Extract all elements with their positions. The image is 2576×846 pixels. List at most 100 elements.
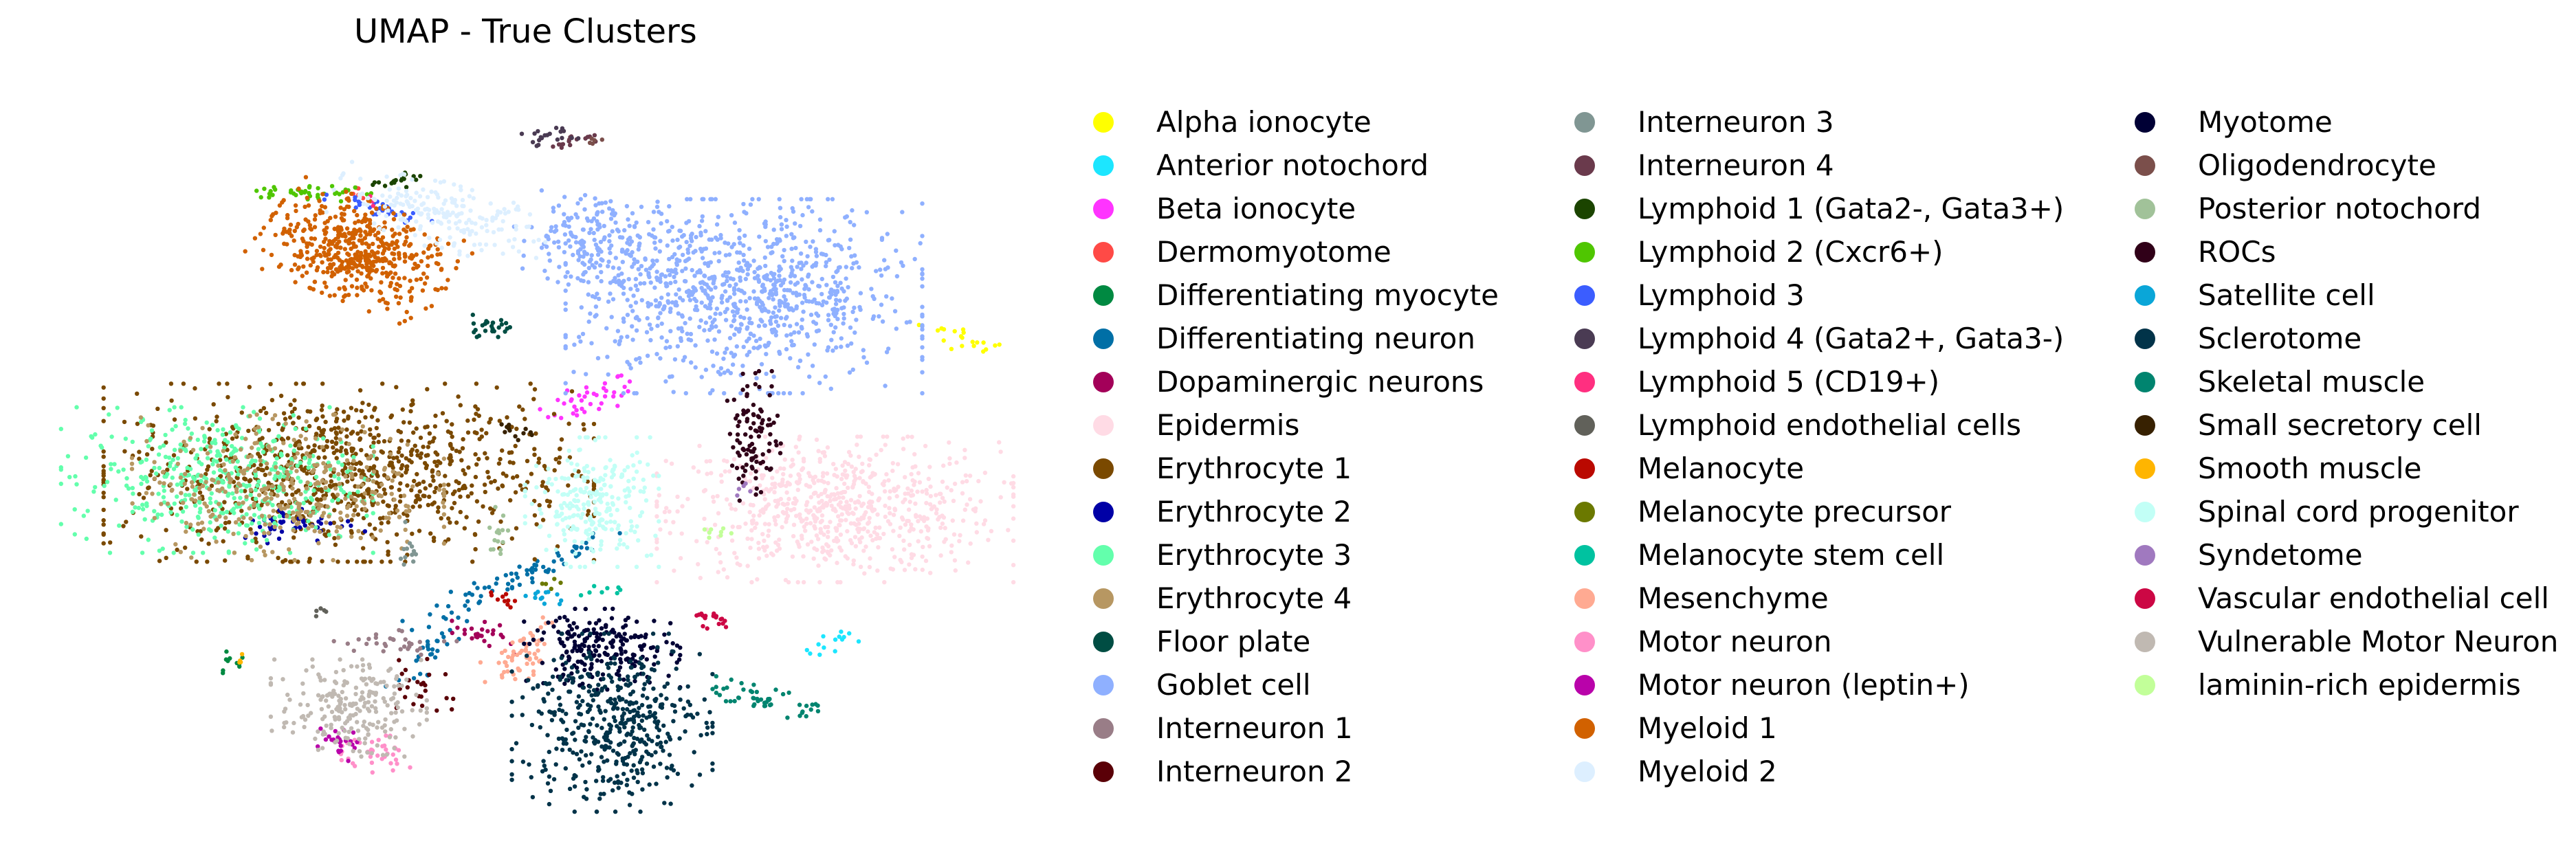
scatter-point	[278, 520, 283, 524]
scatter-point	[644, 657, 649, 662]
scatter-point	[545, 276, 550, 281]
scatter-point	[940, 513, 945, 518]
scatter-point	[454, 448, 459, 454]
scatter-point	[374, 456, 379, 461]
scatter-point	[254, 412, 259, 417]
scatter-point	[463, 471, 467, 476]
scatter-point	[482, 619, 487, 625]
scatter-point	[223, 432, 228, 436]
scatter-point	[358, 535, 363, 540]
scatter-point	[437, 210, 441, 215]
scatter-point	[610, 229, 615, 234]
scatter-point	[385, 475, 390, 480]
scatter-point	[345, 251, 350, 256]
scatter-point	[232, 550, 237, 555]
scatter-point	[252, 501, 256, 506]
scatter-point	[502, 599, 507, 603]
scatter-point	[767, 296, 771, 300]
scatter-point	[314, 249, 320, 254]
scatter-point	[737, 326, 742, 331]
scatter-point	[410, 401, 415, 407]
scatter-point	[257, 416, 263, 421]
scatter-point	[320, 192, 325, 197]
scatter-point	[185, 487, 190, 491]
scatter-point	[351, 513, 356, 517]
scatter-point	[275, 470, 280, 476]
scatter-point	[738, 314, 743, 320]
scatter-point	[373, 259, 379, 264]
scatter-point	[328, 521, 333, 526]
scatter-point	[336, 535, 341, 540]
series-goblet-cell	[511, 188, 925, 396]
scatter-point	[824, 542, 829, 547]
scatter-point	[584, 540, 588, 546]
scatter-point	[459, 458, 464, 463]
scatter-point	[659, 221, 663, 226]
scatter-point	[1011, 516, 1016, 521]
scatter-point	[551, 559, 556, 564]
scatter-point	[604, 326, 609, 331]
scatter-point	[593, 196, 597, 201]
scatter-point	[643, 267, 649, 272]
scatter-point	[321, 460, 326, 466]
scatter-point	[101, 477, 106, 482]
scatter-point	[278, 393, 284, 399]
scatter-point	[199, 520, 205, 525]
scatter-point	[619, 283, 624, 289]
scatter-point	[443, 474, 448, 478]
scatter-point	[531, 672, 536, 677]
scatter-point	[89, 434, 93, 439]
scatter-point	[610, 265, 616, 270]
scatter-point	[345, 519, 351, 524]
scatter-point	[438, 483, 443, 488]
scatter-point	[316, 186, 320, 191]
scatter-point	[489, 480, 494, 485]
scatter-point	[588, 311, 593, 316]
scatter-point	[421, 250, 426, 255]
scatter-point	[298, 254, 303, 259]
scatter-point	[768, 318, 773, 324]
scatter-point	[784, 224, 789, 229]
scatter-point	[376, 180, 382, 185]
scatter-point	[197, 496, 202, 500]
scatter-point	[625, 334, 630, 339]
scatter-point	[337, 482, 342, 487]
scatter-point	[341, 410, 346, 414]
scatter-point	[938, 500, 943, 505]
scatter-point	[817, 227, 823, 233]
scatter-point	[595, 252, 601, 257]
scatter-point	[417, 481, 421, 486]
scatter-point	[920, 391, 925, 396]
scatter-point	[137, 456, 142, 461]
scatter-point	[386, 549, 390, 554]
scatter-point	[759, 361, 764, 367]
scatter-point	[184, 529, 188, 534]
scatter-point	[958, 533, 962, 537]
scatter-point	[253, 458, 258, 463]
scatter-point	[456, 394, 461, 399]
scatter-point	[952, 558, 958, 563]
scatter-point	[527, 212, 533, 217]
scatter-point	[425, 387, 430, 392]
scatter-point	[418, 671, 423, 676]
scatter-point	[778, 278, 782, 282]
scatter-point	[327, 734, 331, 739]
scatter-point	[458, 509, 463, 515]
scatter-point	[943, 537, 948, 542]
scatter-point	[713, 235, 718, 240]
scatter-point	[606, 372, 610, 377]
scatter-point	[797, 358, 803, 363]
scatter-point	[921, 518, 927, 524]
scatter-point	[890, 460, 896, 466]
scatter-point	[665, 299, 670, 304]
scatter-point	[833, 649, 837, 654]
scatter-point	[723, 309, 728, 315]
scatter-point	[307, 185, 312, 190]
scatter-point	[168, 510, 173, 515]
scatter-point	[407, 641, 412, 645]
scatter-point	[250, 521, 254, 526]
scatter-point	[582, 249, 587, 254]
scatter-point	[525, 568, 529, 572]
scatter-point	[750, 197, 755, 201]
scatter-point	[738, 267, 744, 273]
